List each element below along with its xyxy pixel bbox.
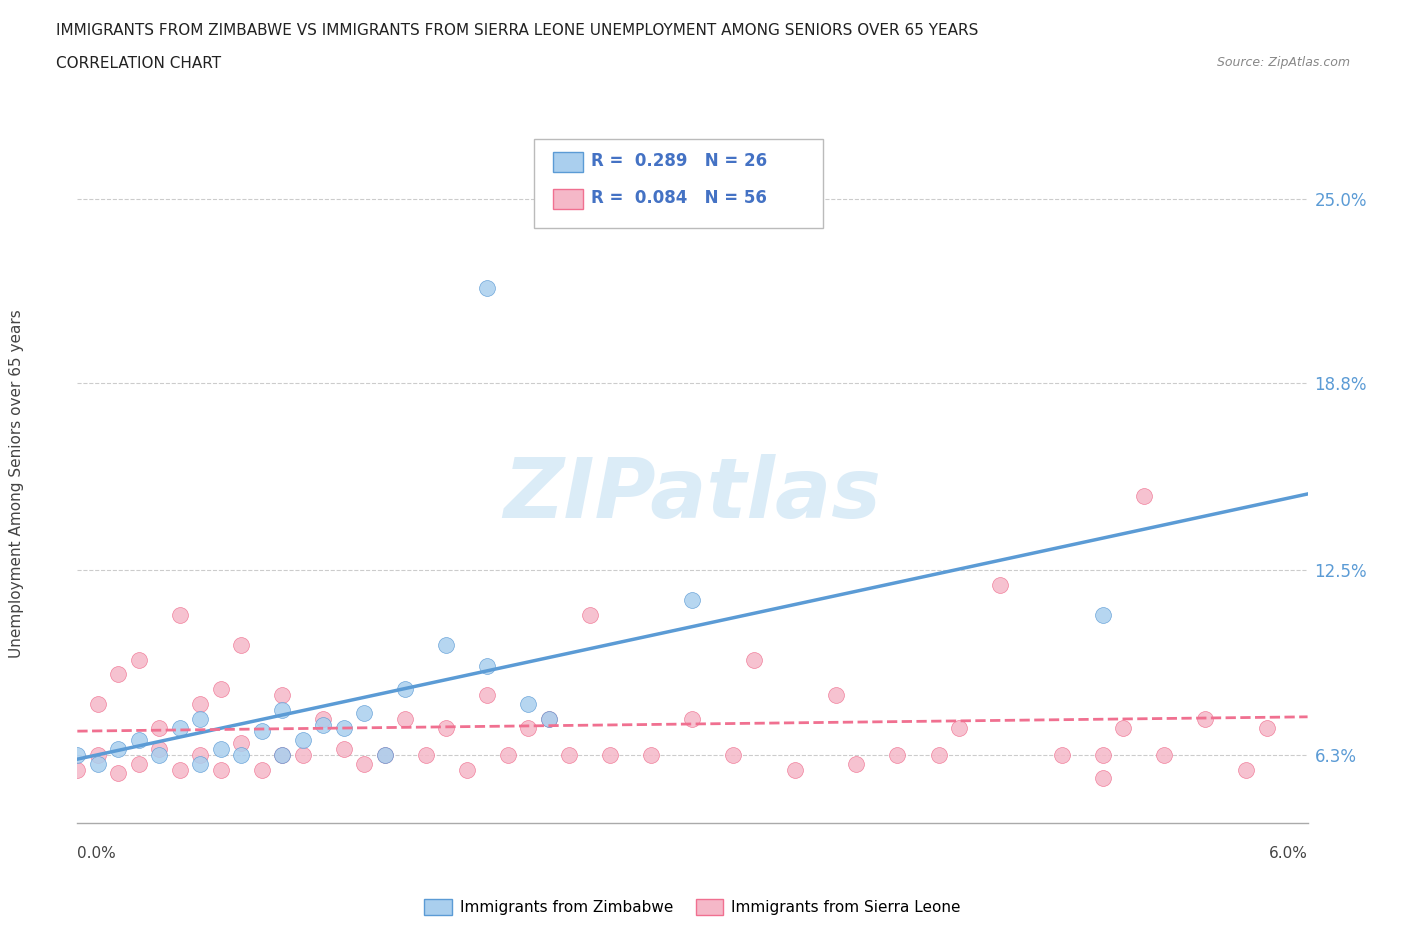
Point [1091,607,1114,622]
Point [783,762,806,777]
Point [825,688,848,703]
Point [1091,748,1114,763]
Point [148,721,170,736]
Point [599,748,621,763]
Text: IMMIGRANTS FROM ZIMBABWE VS IMMIGRANTS FROM SIERRA LEONE UNEMPLOYMENT AMONG SENI: IMMIGRANTS FROM ZIMBABWE VS IMMIGRANTS F… [56,23,979,38]
Point [271,688,294,703]
Point [66,762,89,777]
Point [436,637,458,652]
Point [723,748,745,763]
Point [928,748,950,763]
Point [374,748,396,763]
Point [496,748,519,763]
Point [87,748,110,763]
Legend: Immigrants from Zimbabwe, Immigrants from Sierra Leone: Immigrants from Zimbabwe, Immigrants fro… [419,893,966,922]
Point [517,721,540,736]
Point [1153,748,1175,763]
Point [415,748,437,763]
Point [190,756,212,771]
Point [312,711,335,726]
Point [87,697,110,711]
Text: Unemployment Among Seniors over 65 years: Unemployment Among Seniors over 65 years [10,309,24,658]
Point [169,721,191,736]
Point [148,748,170,763]
Point [250,762,273,777]
Point [66,748,89,763]
Point [169,607,191,622]
Point [517,697,540,711]
Point [537,711,560,726]
Point [128,756,150,771]
Point [1091,771,1114,786]
Point [477,281,499,296]
Point [312,718,335,733]
Point [291,733,314,748]
Point [190,748,212,763]
Point [682,711,704,726]
Point [190,697,212,711]
Point [394,711,416,726]
Text: R =  0.084   N = 56: R = 0.084 N = 56 [591,189,766,207]
Point [477,658,499,673]
Point [1132,488,1154,503]
Point [107,765,129,780]
Text: ZIPatlas: ZIPatlas [503,455,882,536]
Point [250,724,273,738]
Point [231,637,253,652]
Point [353,756,375,771]
Point [128,733,150,748]
Text: 6.0%: 6.0% [1268,846,1308,861]
Point [374,748,396,763]
Point [148,741,170,756]
Point [1050,748,1073,763]
Point [231,736,253,751]
Point [1194,711,1216,726]
Point [436,721,458,736]
Point [169,762,191,777]
Text: CORRELATION CHART: CORRELATION CHART [56,56,221,71]
Point [271,703,294,718]
Point [537,711,560,726]
Point [333,741,356,756]
Point [394,682,416,697]
Point [1234,762,1257,777]
Point [231,748,253,763]
Point [742,652,765,667]
Point [107,741,129,756]
Point [477,688,499,703]
Point [886,748,908,763]
Point [988,578,1011,592]
Text: Source: ZipAtlas.com: Source: ZipAtlas.com [1216,56,1350,69]
Point [845,756,868,771]
Point [1256,721,1278,736]
Point [456,762,478,777]
Point [333,721,356,736]
Point [682,592,704,607]
Point [271,748,294,763]
Point [190,711,212,726]
Point [128,652,150,667]
Text: R =  0.289   N = 26: R = 0.289 N = 26 [591,152,766,170]
Point [558,748,581,763]
Point [107,667,129,682]
Point [209,762,232,777]
Point [209,741,232,756]
Point [291,748,314,763]
Point [271,748,294,763]
Text: 0.0%: 0.0% [77,846,117,861]
Point [87,756,110,771]
Point [353,706,375,721]
Point [948,721,970,736]
Point [1112,721,1135,736]
Point [640,748,662,763]
Point [579,607,602,622]
Point [209,682,232,697]
